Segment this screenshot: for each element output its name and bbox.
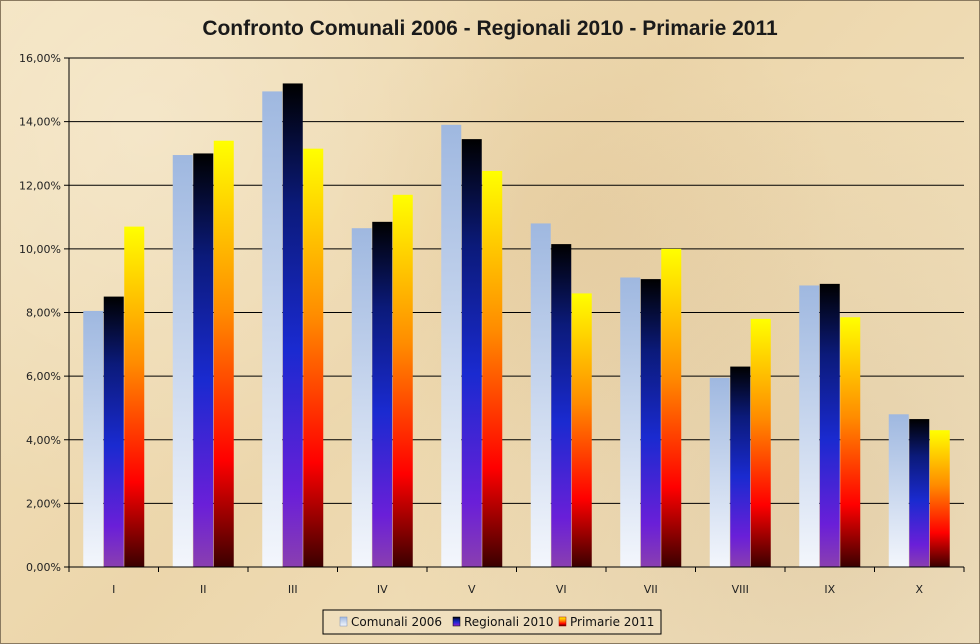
bar-regionali-2010-v [461,139,482,567]
bar-primarie-2011-iii [303,148,324,567]
y-tick-label-2: 4,00% [26,434,61,447]
x-tick-label-ix: IX [824,583,835,596]
bar-regionali-2010-iv [372,221,393,567]
x-tick-label-iv: IV [377,583,388,596]
y-tick-label-5: 10,00% [19,243,61,256]
legend-swatch-comunali-2006 [339,616,348,627]
x-tick-label-vii: VII [644,583,658,596]
y-tick-label-1: 2,00% [26,497,61,510]
bar-regionali-2010-i [103,296,124,567]
legend-swatch-primarie-2011 [558,616,567,627]
bar-comunali-2006-x [888,414,909,567]
legend-swatch-regionali-2010 [452,616,461,627]
y-tick-label-7: 14,00% [19,116,61,129]
bar-comunali-2006-iv [351,228,372,567]
x-tick-label-x: X [915,583,923,596]
legend: Comunali 2006 Regionali 2010 Primarie 20… [322,609,662,635]
bar-primarie-2011-i [124,226,145,567]
x-tick-label-iii: III [288,583,298,596]
bar-regionali-2010-vi [551,244,572,567]
bar-primarie-2011-ii [213,140,234,567]
bar-primarie-2011-x [929,430,950,567]
x-tick-label-viii: VIII [732,583,749,596]
y-axis: 0,00% 2,00% 4,00% 6,00% 8,00% 10,00% 12,00% 14,… [19,52,70,574]
legend-label-primarie-2011: Primarie 2011 [570,615,654,629]
bar-primarie-2011-vi [571,293,592,567]
bar-primarie-2011-vii [661,248,682,567]
x-tick-label-ii: II [200,583,207,596]
legend-box [322,609,662,635]
bar-regionali-2010-vii [640,279,661,567]
bar-regionali-2010-iii [282,83,303,567]
bar-primarie-2011-ix [840,317,861,567]
bar-comunali-2006-iii [262,91,283,567]
bar-comunali-2006-vii [620,277,641,567]
bars [83,83,950,568]
bar-regionali-2010-ix [819,283,840,567]
y-tick-label-0: 0,00% [26,561,61,574]
y-tick-label-4: 8,00% [26,307,61,320]
bar-comunali-2006-i [83,310,104,567]
chart-title: Confronto Comunali 2006 - Regionali 2010… [202,17,778,40]
bar-primarie-2011-viii [750,318,771,567]
x-tick-label-i: I [112,583,115,596]
legend-label-comunali-2006: Comunali 2006 [351,615,442,629]
legend-label-regionali-2010: Regionali 2010 [464,615,553,629]
y-tick-label-6: 12,00% [19,179,61,192]
bar-primarie-2011-iv [392,194,413,567]
bar-comunali-2006-ix [799,285,820,567]
x-tick-label-vi: VI [556,583,567,596]
y-tick-label-3: 6,00% [26,370,61,383]
bar-comunali-2006-vi [530,223,551,568]
x-tick-label-v: V [468,583,476,596]
x-axis: I II III IV V VI VII VIII IX X [68,566,965,596]
bar-regionali-2010-viii [730,366,751,567]
bar-comunali-2006-v [441,124,462,568]
y-tick-label-8: 16,00% [19,52,61,65]
bar-comunali-2006-viii [709,377,730,567]
bar-regionali-2010-x [909,419,930,567]
bar-regionali-2010-ii [193,153,214,567]
bar-primarie-2011-v [482,170,503,567]
bar-comunali-2006-ii [172,155,193,567]
